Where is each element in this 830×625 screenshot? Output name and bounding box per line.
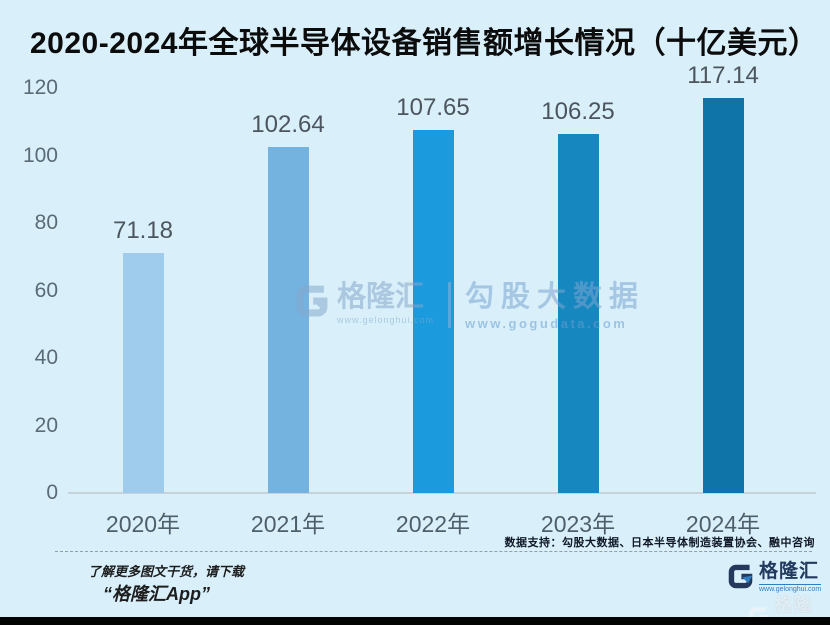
y-axis-tick-label: 120: [22, 76, 58, 99]
y-axis-tick-label: 40: [34, 346, 58, 369]
bottom-black-bar: [0, 617, 830, 625]
footer-divider-line: [55, 551, 812, 552]
footer-logo-url: www.gelonghui.com: [759, 584, 822, 593]
footer-promo-line1: 了解更多图文干货，请下载: [88, 564, 245, 579]
bar-value-label: 71.18: [112, 217, 174, 244]
x-axis-tick-label: 2021年: [250, 511, 326, 537]
data-source-note: 数据支持：勾股大数据、日本半导体制造装置协会、融中咨询: [504, 537, 815, 549]
x-axis-line: [68, 492, 816, 494]
bar-value-label: 107.65: [396, 94, 470, 121]
gelonghui-logo-icon: [728, 564, 753, 589]
bar-2020年: [122, 253, 164, 493]
footer-logo-text: 格隆汇: [759, 561, 820, 582]
bar-2022年: [412, 130, 454, 493]
bar-value-label: 102.64: [251, 111, 325, 138]
y-axis-tick-label: 60: [34, 278, 58, 302]
bar-value-label: 106.25: [541, 98, 615, 125]
bar-value-label: 117.14: [687, 62, 759, 89]
x-axis-tick-label: 2024年: [685, 511, 761, 537]
footer-promo-line2: “格隆汇App”: [103, 584, 210, 604]
watermark-partner-url: www.gogudata.com: [465, 316, 628, 331]
y-axis-tick-label: 0: [46, 481, 58, 504]
y-axis-tick-label: 80: [34, 211, 58, 234]
bar-2021年: [267, 147, 309, 493]
x-axis-tick-label: 2022年: [395, 511, 471, 537]
watermark-partner-block: 勾股大数据 www.gogudata.com: [465, 282, 645, 331]
footer-logo-text-block: 格隆汇 www.gelonghui.com: [759, 561, 822, 593]
x-axis-tick-label: 2020年: [105, 511, 181, 537]
x-axis-tick-label: 2023年: [540, 511, 616, 537]
chart-title: 2020-2024年全球半导体设备销售额增长情况（十亿美元）: [30, 27, 819, 60]
watermark-partner-text: 勾股大数据: [465, 281, 646, 313]
bar-2023年: [557, 134, 599, 493]
y-axis-tick-label: 100: [22, 143, 58, 167]
gelonghui-footer-logo: 格隆汇 www.gelonghui.com: [726, 561, 822, 593]
y-axis-tick-label: 20: [34, 413, 58, 437]
bar-2024年: [702, 98, 744, 493]
